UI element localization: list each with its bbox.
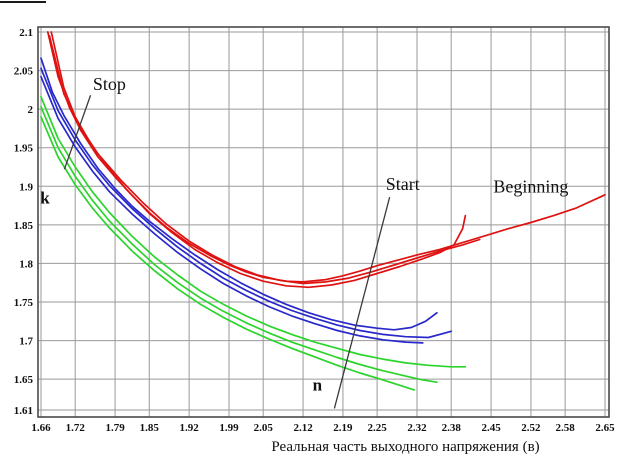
plot-border [37,26,610,418]
x-tick-label-0: 1.66 [31,422,51,434]
y-tick-label-3: 1.95 [14,143,34,155]
y-tick-label-5: 1.85 [14,220,34,232]
leader-line-stop-to-k [63,95,92,170]
y-tick-label-6: 1.8 [19,258,33,270]
x-tick-label-1: 1.72 [66,422,86,434]
y-tick-label-10: 1.61 [14,405,33,417]
y-tick-label-2: 2 [28,104,34,116]
x-tick-label-9: 2.25 [367,422,387,434]
x-tick-label-15: 2.65 [595,422,615,434]
series-green-3 [40,116,416,391]
series-blue-3 [40,75,424,344]
x-tick-label-10: 2.32 [407,422,427,434]
annotation-beginning: Beginning [493,177,568,197]
annotation-stop: Stop [93,74,126,94]
x-tick-label-8: 2.19 [333,422,353,434]
series-red-3 [48,35,481,285]
x-tick-label-5: 1.99 [219,422,239,434]
x-tick-label-12: 2.45 [481,422,501,434]
annotation-k: k [40,188,50,207]
x-tick-label-7: 2.12 [293,422,313,434]
x-tick-label-4: 1.92 [179,422,199,434]
x-tick-label-3: 1.85 [140,422,160,434]
series-green-1 [40,95,467,368]
series-blue-2 [40,67,453,339]
x-tick-label-6: 2.05 [254,422,274,434]
x-axis-label: Реальная часть выходного напряжения (в) [271,439,540,455]
y-tick-label-9: 1.65 [14,374,34,386]
x-tick-label-11: 2.38 [442,422,462,434]
y-tick-label-8: 1.7 [19,336,33,348]
y-tick-label-0: 2.1 [19,27,33,39]
annotation-n: n [313,376,323,395]
top-left-scan-artifact [0,1,46,3]
series-blue-1 [40,57,438,331]
y-tick-label-7: 1.75 [14,297,34,309]
x-tick-label-13: 2.52 [521,422,541,434]
leader-line-start-to-n [333,196,391,409]
x-tick-label-2: 1.79 [105,422,125,434]
series-green-2 [40,105,438,384]
x-tick-label-14: 2.58 [555,422,575,434]
annotation-start: Start [386,174,420,194]
y-tick-label-4: 1.9 [19,181,33,193]
y-tick-label-1: 2.05 [14,66,34,78]
